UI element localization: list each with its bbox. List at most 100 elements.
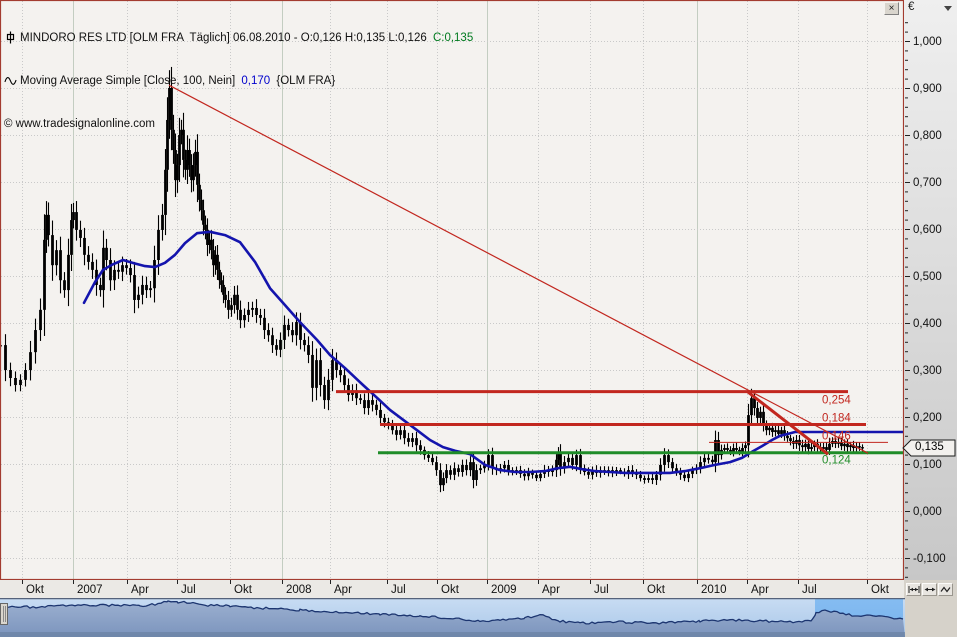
candle-body bbox=[723, 448, 726, 450]
candle-body bbox=[129, 268, 132, 276]
candle-body bbox=[531, 471, 534, 475]
price-tag-value: 0,135 bbox=[915, 441, 944, 453]
x-axis-label: Okt bbox=[441, 584, 460, 596]
candle-body bbox=[14, 377, 17, 386]
line-mode-button[interactable] bbox=[938, 583, 953, 596]
candle-body bbox=[741, 448, 744, 452]
x-axis-label: 2007 bbox=[77, 584, 103, 596]
y-axis-label: 1,000 bbox=[913, 36, 942, 48]
candle-body bbox=[375, 404, 378, 410]
candle-body bbox=[651, 478, 654, 480]
candle-body bbox=[415, 438, 418, 446]
axis-unit-selector[interactable]: € bbox=[908, 1, 954, 15]
expand-horizontal-button[interactable] bbox=[922, 583, 937, 596]
candle-body bbox=[431, 457, 434, 463]
candle-body bbox=[726, 448, 729, 450]
candle-body bbox=[121, 265, 124, 272]
expand-arrows-icon bbox=[924, 587, 935, 592]
candle-body bbox=[295, 322, 298, 336]
y-axis-label: 0,400 bbox=[913, 318, 942, 330]
candle-body bbox=[647, 478, 650, 480]
candle-body bbox=[852, 445, 855, 449]
candle-body bbox=[707, 457, 710, 460]
x-axis-label: Apr bbox=[131, 584, 149, 596]
candle-body bbox=[204, 224, 207, 230]
candle-body bbox=[109, 260, 112, 281]
candle-body bbox=[699, 462, 702, 469]
trend-line-1[interactable] bbox=[168, 84, 869, 454]
candle-body bbox=[575, 455, 578, 465]
chevron-down-icon[interactable] bbox=[944, 6, 952, 11]
price-chart-canvas[interactable]: 0,254 0,184 0,146 0,124 bbox=[0, 0, 904, 580]
candle-body bbox=[363, 400, 366, 409]
candle-body bbox=[407, 438, 410, 442]
candle-body bbox=[303, 339, 306, 346]
candle-body bbox=[168, 88, 171, 120]
price-axis[interactable]: € 1,000 0,900 0,800 0,700 0,600 0,500 0,400 0,3… bbox=[904, 0, 957, 580]
candle-body bbox=[263, 317, 266, 331]
candle-body bbox=[210, 239, 213, 251]
candle-body bbox=[449, 470, 452, 475]
candle-body bbox=[267, 330, 270, 336]
candle-body bbox=[535, 474, 538, 479]
candle-body bbox=[371, 400, 374, 405]
candle-body bbox=[220, 280, 223, 285]
moving-average-line[interactable] bbox=[82, 230, 904, 475]
y-axis-label: 0,200 bbox=[913, 412, 942, 424]
candle-body bbox=[567, 457, 570, 463]
candle-body bbox=[299, 322, 302, 340]
trend-line-2[interactable] bbox=[747, 390, 829, 456]
candle-body bbox=[714, 440, 717, 463]
candle-body bbox=[83, 237, 86, 255]
candle-body bbox=[236, 294, 239, 310]
y-axis-label: 0,900 bbox=[913, 83, 942, 95]
candle-body bbox=[218, 269, 221, 281]
candle-body bbox=[51, 235, 54, 266]
candle-body bbox=[768, 427, 771, 431]
candle-body bbox=[247, 309, 250, 316]
candle-body bbox=[347, 385, 350, 395]
currency-label: € bbox=[908, 1, 915, 13]
candle-body bbox=[491, 455, 494, 469]
candle-body bbox=[643, 478, 646, 480]
time-axis[interactable]: Okt 2007 Apr Jul Okt 2008 Apr Jul Okt 2009 Apr Jul O… bbox=[0, 580, 904, 598]
indicator-line[interactable]: Moving Average Simple [Close, 100, Nein]… bbox=[4, 73, 473, 88]
candle-body bbox=[687, 473, 690, 479]
candle-body bbox=[789, 438, 792, 441]
candle-body bbox=[198, 184, 201, 200]
candle-body bbox=[184, 159, 187, 170]
y-axis-label: -0,100 bbox=[913, 553, 946, 565]
candle-body bbox=[180, 129, 183, 135]
instrument-line[interactable]: MINDORO RES LTD [OLM FRA Täglich] 06.08.… bbox=[4, 30, 473, 45]
candle-body bbox=[271, 335, 274, 346]
scrollbar-grip[interactable] bbox=[0, 603, 8, 625]
close-value: C:0,135 bbox=[432, 31, 474, 44]
close-button[interactable]: × bbox=[884, 2, 899, 15]
candle-body bbox=[202, 210, 205, 225]
candle-body bbox=[846, 443, 849, 448]
candle-body bbox=[91, 261, 94, 270]
candle-body bbox=[457, 468, 460, 472]
x-axis-label: Jul bbox=[391, 584, 406, 596]
y-axis-label: 0,600 bbox=[913, 224, 942, 236]
compress-horizontal-button[interactable] bbox=[906, 583, 921, 596]
navigator-chart[interactable] bbox=[0, 598, 905, 637]
candle-body bbox=[780, 430, 783, 434]
candle-body bbox=[233, 294, 236, 306]
chart-scrollbar[interactable] bbox=[0, 598, 905, 637]
x-axis-label: 2009 bbox=[491, 584, 517, 596]
candle-body bbox=[659, 464, 662, 475]
price-axis-scale: 1,000 0,900 0,800 0,700 0,600 0,500 0,400 0,300… bbox=[905, 22, 946, 578]
axis-toolbar bbox=[906, 582, 957, 599]
candle-body bbox=[307, 345, 310, 355]
candle-body bbox=[411, 438, 414, 442]
candle-body bbox=[801, 445, 804, 448]
candle-body bbox=[190, 165, 193, 181]
candle-body bbox=[164, 169, 167, 215]
candle-body bbox=[323, 385, 326, 401]
indicator-wave-icon bbox=[4, 77, 17, 85]
level-label-0,124: 0,124 bbox=[822, 455, 851, 467]
candle-body bbox=[113, 269, 116, 281]
plot-area[interactable]: 0,254 0,184 0,146 0,124 MINDORO RES LTD [OL… bbox=[0, 0, 904, 580]
x-axis-label: Okt bbox=[647, 584, 666, 596]
